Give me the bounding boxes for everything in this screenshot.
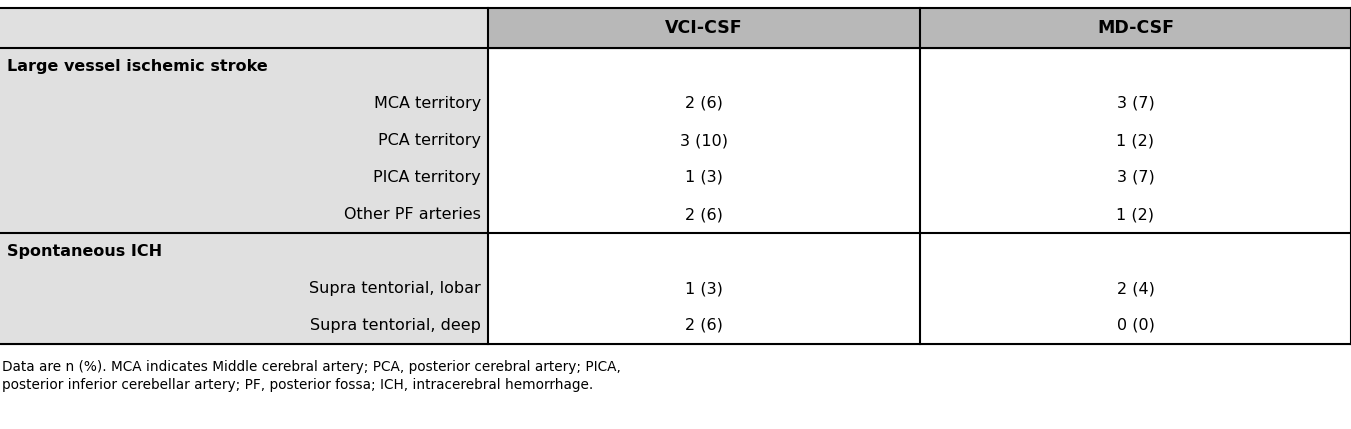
Text: Spontaneous ICH: Spontaneous ICH [7, 244, 162, 259]
Text: posterior inferior cerebellar artery; PF, posterior fossa; ICH, intracerebral he: posterior inferior cerebellar artery; PF… [1, 378, 593, 392]
Text: 2 (6): 2 (6) [685, 207, 723, 222]
Text: Supra tentorial, deep: Supra tentorial, deep [311, 318, 481, 333]
Text: Data are n (%). MCA indicates Middle cerebral artery; PCA, posterior cerebral ar: Data are n (%). MCA indicates Middle cer… [1, 360, 621, 374]
Text: 3 (10): 3 (10) [680, 133, 728, 148]
Text: 0 (0): 0 (0) [1116, 318, 1155, 333]
Text: MCA territory: MCA territory [374, 96, 481, 111]
Bar [0, 8, 1351, 344]
Text: 1 (3): 1 (3) [685, 281, 723, 296]
Text: 2 (6): 2 (6) [685, 318, 723, 333]
Text: 1 (3): 1 (3) [685, 170, 723, 185]
Text: 3 (7): 3 (7) [1117, 170, 1154, 185]
Text: PCA territory: PCA territory [378, 133, 481, 148]
Text: Supra tentorial, lobar: Supra tentorial, lobar [309, 281, 481, 296]
Text: 1 (2): 1 (2) [1116, 133, 1155, 148]
Bar [488, 8, 920, 48]
Bar [920, 8, 1351, 344]
Text: 3 (7): 3 (7) [1117, 96, 1154, 111]
Bar [488, 8, 920, 344]
Text: 1 (2): 1 (2) [1116, 207, 1155, 222]
Text: MD-CSF: MD-CSF [1097, 19, 1174, 37]
Text: Large vessel ischemic stroke: Large vessel ischemic stroke [7, 59, 267, 74]
Text: 2 (4): 2 (4) [1116, 281, 1155, 296]
Text: VCI-CSF: VCI-CSF [665, 19, 743, 37]
Text: 2 (6): 2 (6) [685, 96, 723, 111]
Text: Other PF arteries: Other PF arteries [345, 207, 481, 222]
Bar [920, 8, 1351, 48]
Text: PICA territory: PICA territory [373, 170, 481, 185]
